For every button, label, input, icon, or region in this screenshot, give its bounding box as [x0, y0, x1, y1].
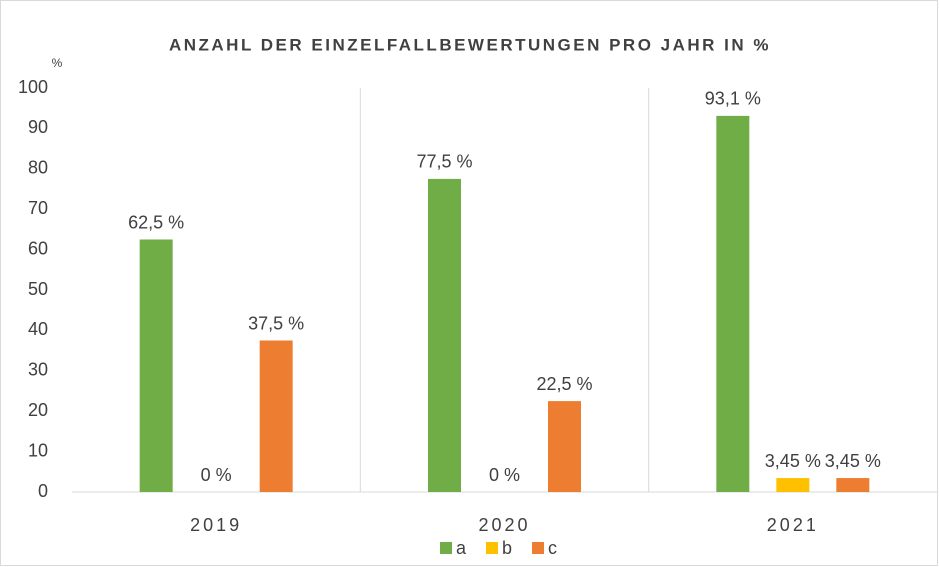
bar — [548, 401, 581, 492]
legend-swatch — [486, 542, 498, 554]
data-label: 0 % — [489, 465, 520, 485]
y-tick-label: 50 — [28, 279, 48, 299]
bar — [776, 478, 810, 492]
bar — [139, 239, 173, 492]
legend-swatch — [532, 542, 544, 554]
data-label: 0 % — [201, 465, 232, 485]
data-label: 77,5 % — [416, 152, 472, 172]
legend-swatch — [440, 542, 452, 554]
bar — [259, 340, 293, 492]
y-tick-label: 20 — [28, 400, 48, 420]
y-tick-label: 40 — [28, 319, 48, 339]
bar — [836, 478, 870, 492]
y-tick-label: 100 — [18, 77, 48, 97]
y-tick-label: 70 — [28, 198, 48, 218]
data-label: 37,5 % — [248, 313, 304, 333]
data-label: 3,45 % — [825, 451, 881, 471]
y-tick-label: 30 — [28, 360, 48, 380]
y-tick-label: 0 — [38, 481, 48, 501]
y-tick-label: 90 — [28, 117, 48, 137]
legend-label: b — [502, 538, 512, 558]
x-tick-label: 2021 — [767, 515, 819, 535]
y-tick-label: 80 — [28, 158, 48, 178]
data-label: 62,5 % — [128, 212, 184, 232]
data-label: 22,5 % — [536, 374, 592, 394]
x-tick-label: 2019 — [190, 515, 242, 535]
y-tick-label: 60 — [28, 238, 48, 258]
x-tick-label: 2020 — [478, 515, 530, 535]
data-label: 93,1 % — [705, 89, 761, 109]
data-label: 3,45 % — [765, 451, 821, 471]
bar — [716, 115, 750, 492]
legend-label: c — [548, 538, 557, 558]
y-axis-label: % — [52, 56, 63, 70]
legend-label: a — [456, 538, 467, 558]
bar — [428, 178, 461, 492]
y-tick-label: 10 — [28, 440, 48, 460]
chart-title: ANZAHL DER EINZELFALLBEWERTUNGEN PRO JAH… — [169, 35, 771, 54]
